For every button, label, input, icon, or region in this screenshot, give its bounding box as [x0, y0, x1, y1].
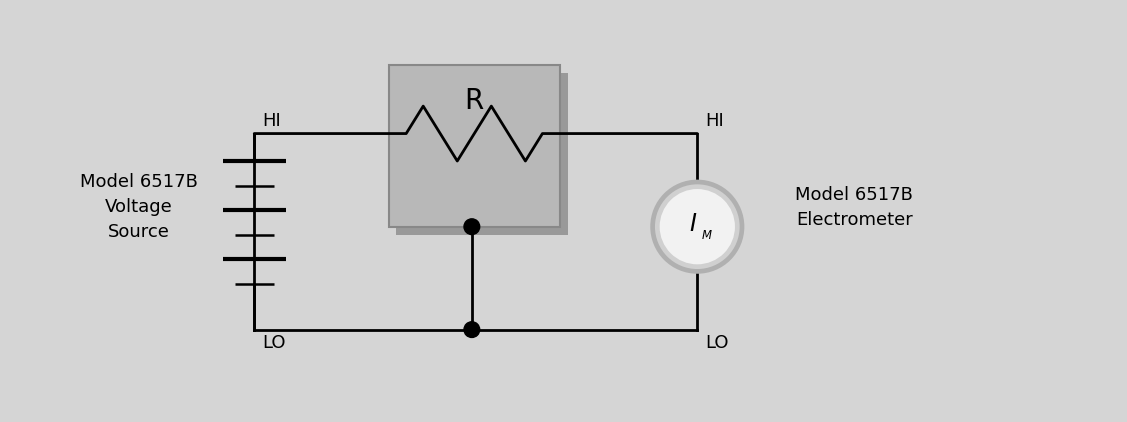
- Text: Model 6517B
Electrometer: Model 6517B Electrometer: [796, 186, 913, 229]
- Text: LO: LO: [706, 333, 729, 352]
- FancyBboxPatch shape: [389, 65, 560, 227]
- Circle shape: [464, 322, 480, 338]
- Text: Model 6517B
Voltage
Source: Model 6517B Voltage Source: [80, 173, 197, 241]
- Text: $_{M}$: $_{M}$: [701, 224, 713, 241]
- Text: $I$: $I$: [690, 212, 698, 236]
- Text: HI: HI: [263, 112, 281, 130]
- Circle shape: [655, 184, 739, 269]
- FancyBboxPatch shape: [397, 73, 568, 235]
- Text: LO: LO: [263, 333, 285, 352]
- Circle shape: [659, 189, 735, 264]
- Circle shape: [464, 219, 480, 235]
- Circle shape: [650, 180, 744, 274]
- Text: HI: HI: [706, 112, 724, 130]
- Text: R: R: [464, 87, 483, 114]
